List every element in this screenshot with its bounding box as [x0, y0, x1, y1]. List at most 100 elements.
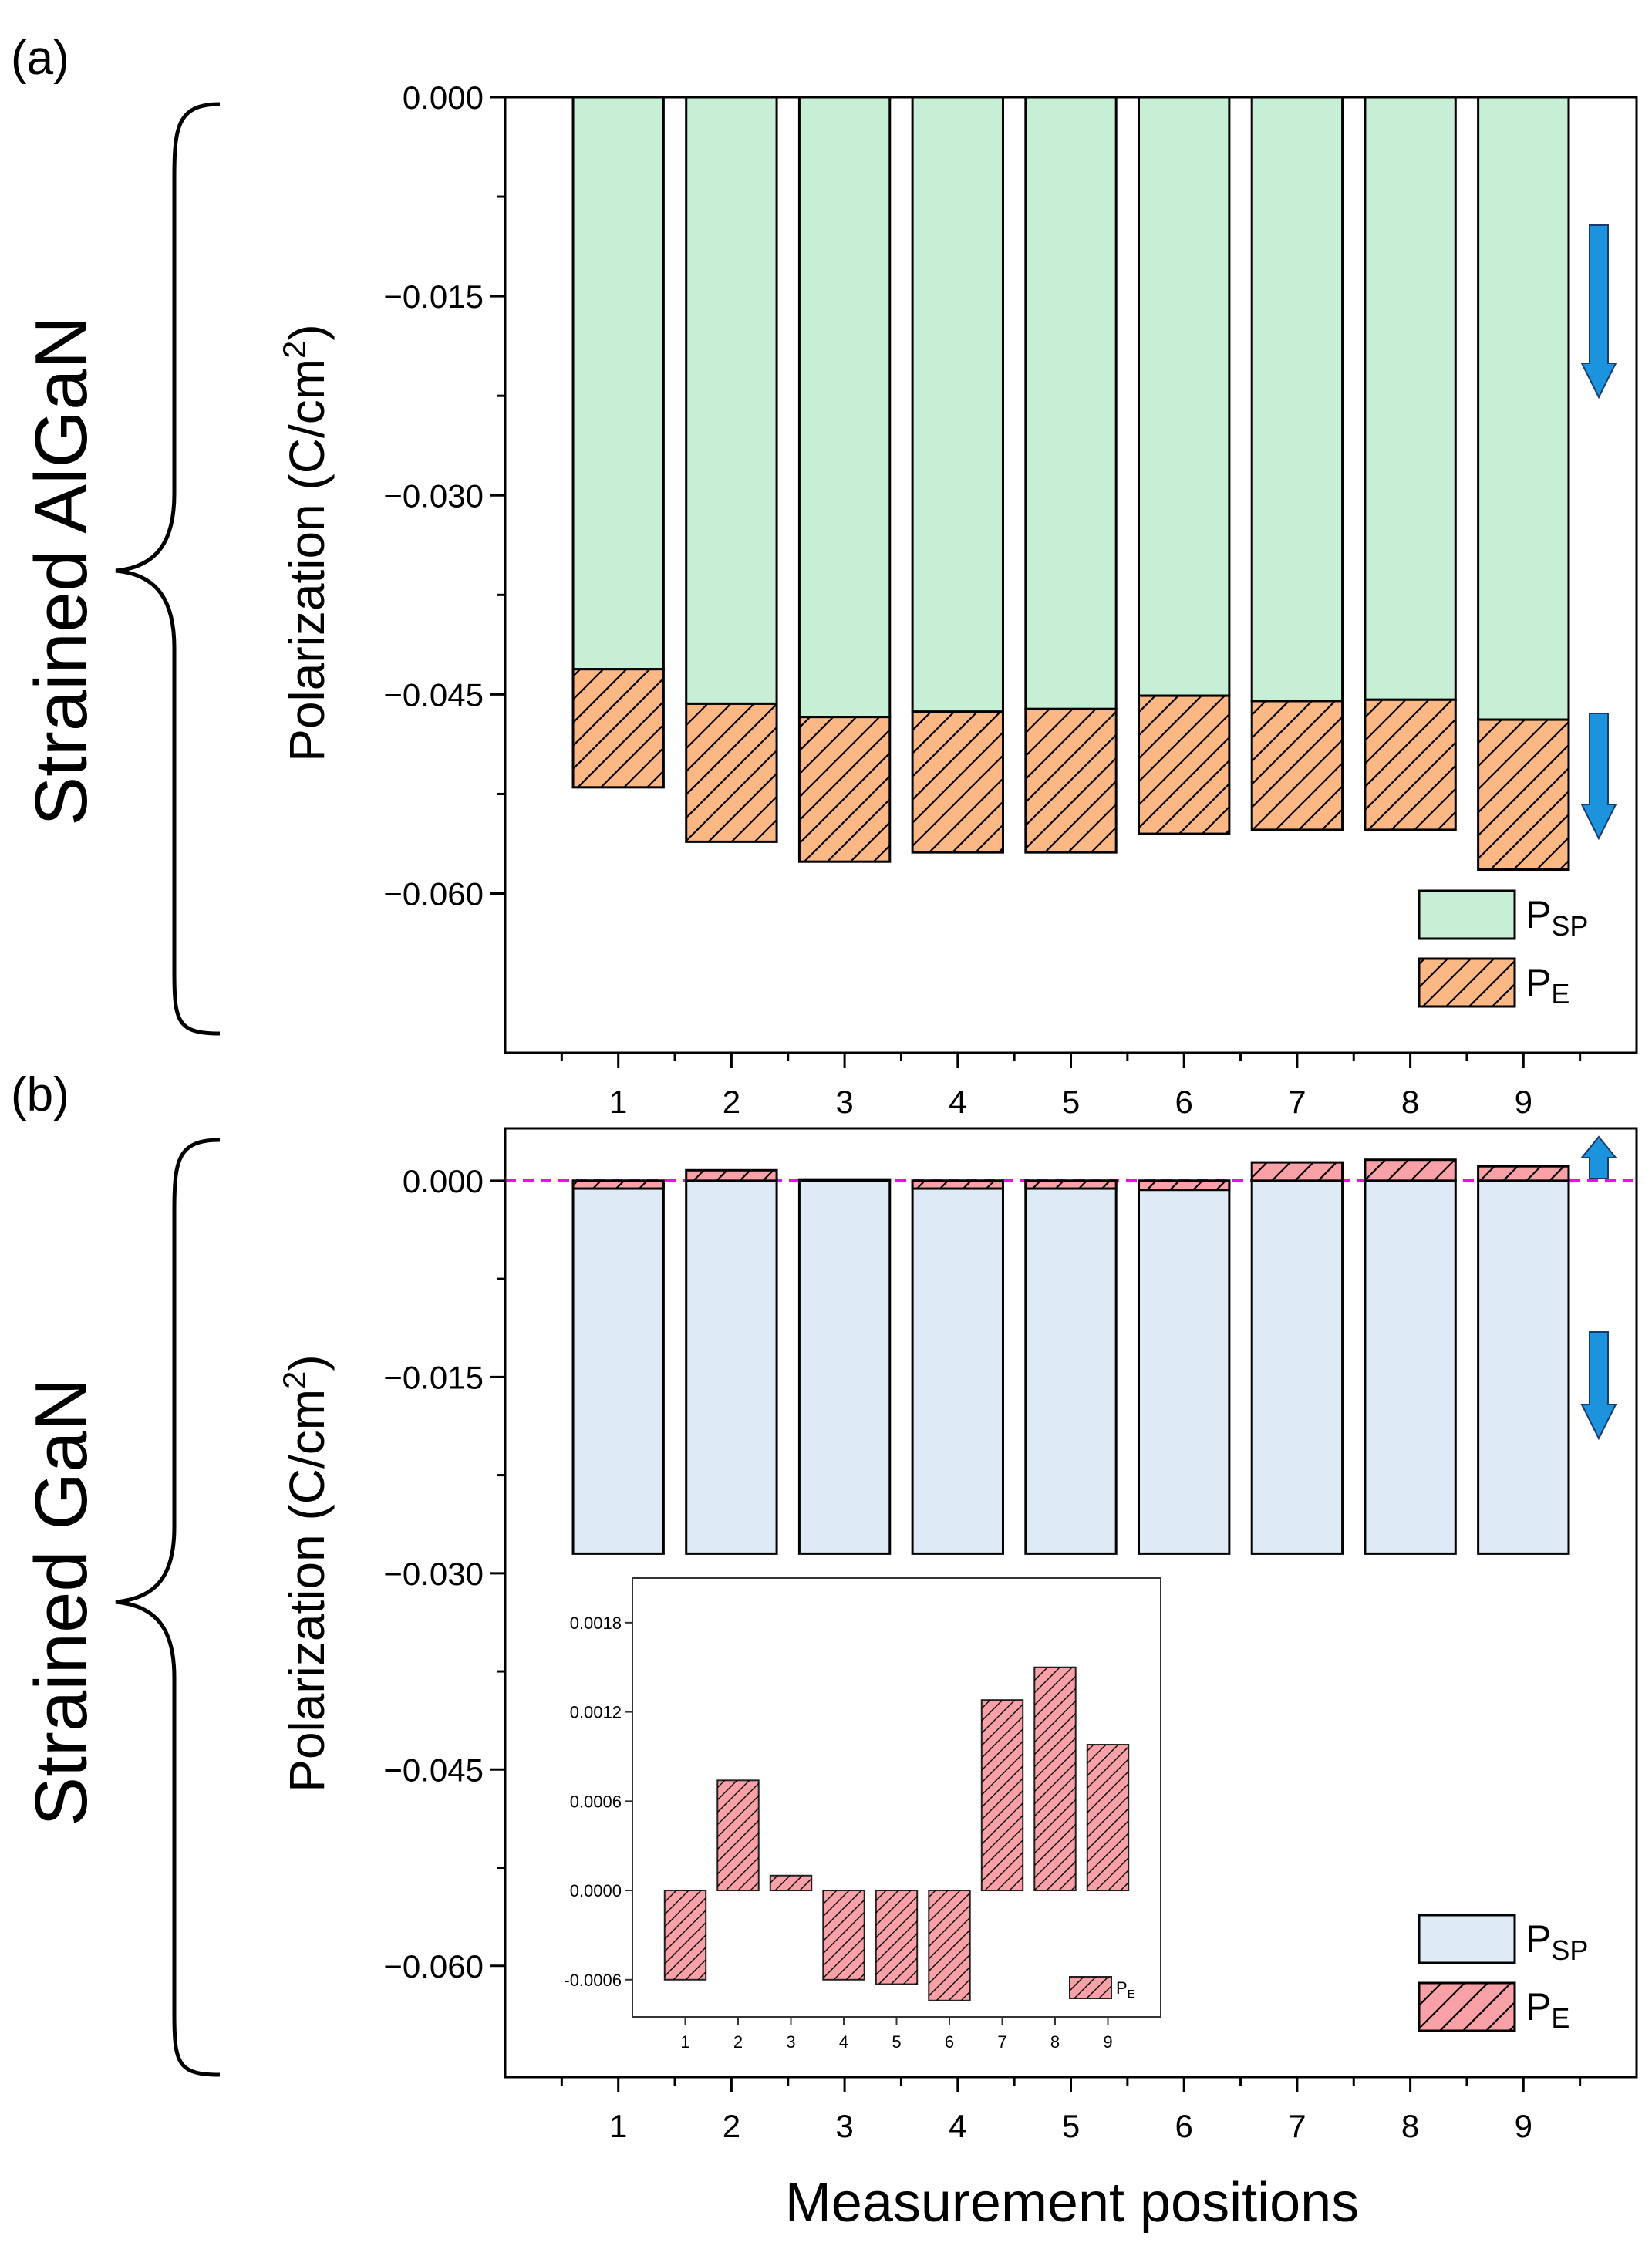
bar-psp-7 — [1250, 96, 1344, 703]
inset-xtick-label: 4 — [839, 2032, 848, 2052]
bar-psp-8 — [1364, 1179, 1457, 1555]
inset-xtick-label: 1 — [680, 2032, 689, 2052]
ytick-label: −0.045 — [383, 1752, 484, 1788]
inset-ytick-label: 0.0006 — [570, 1792, 622, 1811]
legend-label-sub: SP — [1551, 910, 1588, 942]
arrow-down-icon — [1580, 713, 1617, 841]
inset-xtick-label: 9 — [1103, 2032, 1112, 2052]
chart-panel-inset: 0.0018 0.0012 0.0006 0.0000 -0.0006 1 2 3 4 5 6 7 8 9… — [564, 1577, 1161, 2052]
inset-xtick-label: 3 — [786, 2032, 795, 2052]
inset-bar-pe-hatch-8 — [1034, 1667, 1076, 1891]
ytick-label: −0.045 — [383, 676, 484, 713]
brace-a — [115, 102, 221, 1036]
inset-bar-pe-hatch-4 — [823, 1890, 865, 1980]
bar-psp-6 — [1138, 96, 1231, 697]
legend-label-main: P — [1526, 1985, 1551, 2028]
ylabel-a-main: Polarization (C/cm — [279, 359, 335, 762]
brace-b — [115, 1138, 221, 2077]
legend-label-sp: PSP — [1526, 1917, 1588, 1966]
xtick-label: 2 — [723, 1084, 740, 1120]
legend-label-sp: PSP — [1526, 893, 1588, 942]
inset-bar-pe-hatch-1 — [664, 1890, 706, 1980]
inset-ytick-label: -0.0006 — [564, 1971, 622, 1990]
inset-ytick-label: 0.0018 — [570, 1614, 622, 1633]
legend-label-sub: E — [1551, 2002, 1569, 2034]
bar-pe-hatch-5 — [1025, 709, 1117, 853]
bar-psp-2 — [685, 96, 778, 705]
bar-psp-1 — [571, 1179, 665, 1555]
inset-legend-swatch-hatch — [1070, 1977, 1111, 1998]
side-label-algan: Strained AlGaN — [20, 315, 103, 826]
bar-psp-5 — [1024, 96, 1118, 710]
bar-pe-hatch-1 — [573, 1180, 664, 1189]
legend-label-main: P — [1526, 961, 1551, 1004]
bar-pe-hatch-6 — [1138, 696, 1229, 835]
xtick-label: 4 — [949, 1084, 966, 1120]
xtick-label: 7 — [1288, 2108, 1306, 2144]
ytick-label: 0.000 — [403, 1163, 484, 1199]
inset-ytick-label: 0.0000 — [570, 1881, 622, 1900]
chart-panel-b: Polarization (C/cm2) 0.000−0.015−0.030−0… — [276, 1127, 1638, 2144]
bar-pe-hatch-3 — [799, 1179, 890, 1181]
xtick-label: 3 — [835, 2108, 853, 2144]
inset-xtick-label: 2 — [733, 2032, 743, 2052]
xtick-label: 8 — [1401, 1084, 1419, 1120]
inset-xtick-label: 5 — [892, 2032, 901, 2052]
legend-label-sub: E — [1551, 978, 1569, 1010]
bar-psp-9 — [1477, 96, 1570, 721]
xtick-label: 7 — [1288, 1084, 1306, 1120]
xlabel: Measurement positions — [785, 2172, 1359, 2234]
xtick-label: 9 — [1515, 2108, 1532, 2144]
bar-psp-5 — [1024, 1179, 1118, 1555]
bar-pe-hatch-4 — [912, 711, 1003, 853]
inset-xtick-label: 6 — [945, 2032, 954, 2052]
bar-pe-hatch-5 — [1025, 1180, 1117, 1189]
legend-swatch-pe-hatch — [1419, 1983, 1515, 2031]
arrow-down-icon — [1580, 224, 1617, 400]
ylabel-a-sup: 2 — [276, 341, 312, 359]
inset-xtick-label: 8 — [1050, 2032, 1060, 2052]
chart-panel-a: Polarization (C/cm2) 0.000−0.015−0.030−0… — [276, 79, 1638, 1120]
inset-bar-pe-hatch-2 — [717, 1780, 759, 1891]
bar-pe-hatch-9 — [1478, 1166, 1569, 1181]
bar-pe-hatch-7 — [1252, 700, 1343, 830]
bar-psp-6 — [1138, 1179, 1231, 1555]
bar-pe-hatch-2 — [686, 1170, 777, 1181]
ylabel-b-end: ) — [279, 1354, 335, 1371]
ytick-label: −0.060 — [383, 876, 484, 912]
xtick-label: 3 — [835, 1084, 853, 1120]
bar-pe-hatch-1 — [573, 669, 664, 787]
inset-bar-pe-hatch-3 — [770, 1875, 812, 1891]
xtick-label: 6 — [1175, 2108, 1193, 2144]
arrow-down-icon — [1580, 1331, 1617, 1441]
bar-psp-3 — [797, 1179, 892, 1555]
bar-psp-7 — [1250, 1179, 1344, 1555]
xtick-label: 5 — [1062, 1084, 1080, 1120]
ylabel-a-end: ) — [279, 324, 335, 340]
side-label-gan: Strained GaN — [20, 1378, 103, 1826]
bar-psp-9 — [1477, 1179, 1570, 1555]
ytick-label: −0.030 — [383, 477, 484, 514]
bar-pe-hatch-3 — [799, 717, 890, 862]
ylabel-b-sup: 2 — [276, 1371, 312, 1389]
ytick-label: −0.060 — [383, 1948, 484, 1985]
xtick-label: 8 — [1401, 2108, 1419, 2144]
legend-label-e: PE — [1526, 961, 1569, 1010]
inset-ytick-label: 0.0012 — [570, 1703, 622, 1722]
xtick-label: 4 — [949, 2108, 966, 2144]
bar-pe-hatch-8 — [1364, 1159, 1456, 1181]
legend-label-main: P — [1526, 1917, 1551, 1961]
inset-legend-label: PE — [1116, 1978, 1135, 2001]
ytick-label: −0.015 — [383, 1359, 484, 1395]
xtick-label: 2 — [723, 2108, 740, 2144]
bar-pe-hatch-6 — [1138, 1180, 1229, 1190]
inset-bar-pe-hatch-7 — [981, 1700, 1023, 1891]
legend-swatch-psp — [1418, 1914, 1516, 1964]
inset-legend-label-main: P — [1116, 1978, 1128, 1998]
bar-psp-2 — [685, 1179, 778, 1555]
bar-psp-4 — [911, 1179, 1004, 1555]
legend-label-e: PE — [1526, 1985, 1569, 2034]
bar-pe-hatch-8 — [1364, 700, 1456, 830]
bar-pe-hatch-4 — [912, 1180, 1003, 1189]
ytick-label: 0.000 — [403, 79, 484, 116]
